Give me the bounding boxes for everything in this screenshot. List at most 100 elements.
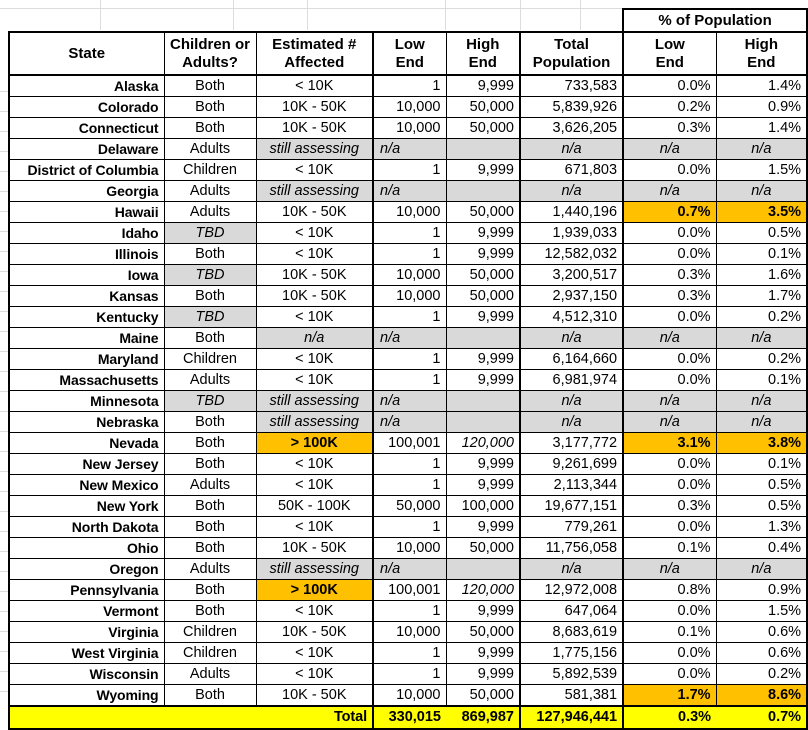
cell-high-end[interactable]: 9,999 [445, 306, 521, 328]
cell-estimated-affected[interactable]: n/a [255, 327, 374, 349]
cell-pct-low-end[interactable]: n/a [622, 411, 717, 433]
cell-state[interactable]: Maryland [8, 348, 165, 370]
cell-pct-low-end[interactable]: 0.0% [622, 600, 717, 622]
cell-estimated-affected[interactable]: 10K - 50K [255, 201, 374, 223]
col-header-pct-low-end[interactable]: Low End [622, 31, 717, 76]
cell-pct-high-end[interactable]: n/a [715, 411, 808, 433]
cell-estimated-affected[interactable]: 10K - 50K [255, 264, 374, 286]
cell-estimated-affected[interactable]: < 10K [255, 474, 374, 496]
cell-children-or-adults[interactable]: Both [163, 453, 257, 475]
cell-estimated-affected[interactable]: > 100K [255, 579, 374, 601]
col-header-estimated-affected[interactable]: Estimated # Affected [255, 31, 374, 76]
cell-state[interactable]: Wisconsin [8, 663, 165, 685]
cell-low-end[interactable]: n/a [372, 327, 447, 349]
cell-state[interactable]: Idaho [8, 222, 165, 244]
cell-pct-low-end[interactable]: 3.1% [622, 432, 717, 454]
cell-children-or-adults[interactable]: Adults [163, 138, 257, 160]
cell-high-end[interactable] [445, 390, 521, 412]
cell-children-or-adults[interactable]: Children [163, 642, 257, 664]
cell-pct-high-end[interactable]: 3.5% [715, 201, 808, 223]
cell-pct-high-end[interactable]: 0.1% [715, 243, 808, 265]
cell-total-population[interactable]: 2,113,344 [519, 474, 625, 496]
cell-children-or-adults[interactable]: Both [163, 432, 257, 454]
cell-children-or-adults[interactable]: Adults [163, 201, 257, 223]
cell-low-end[interactable]: 1 [372, 369, 447, 391]
cell-pct-high-end[interactable]: n/a [715, 558, 808, 580]
cell-pct-low-end[interactable]: 0.0% [622, 348, 717, 370]
cell-total-population[interactable]: 8,683,619 [519, 621, 625, 643]
cell-pct-high-end[interactable]: 0.5% [715, 495, 808, 517]
cell-pct-low-end[interactable]: 0.0% [622, 474, 717, 496]
cell-pct-high-end[interactable]: 0.5% [715, 474, 808, 496]
cell-children-or-adults[interactable]: Both [163, 600, 257, 622]
cell-children-or-adults[interactable]: Both [163, 495, 257, 517]
cell-pct-low-end[interactable]: n/a [622, 180, 717, 202]
cell-estimated-affected[interactable]: 50K - 100K [255, 495, 374, 517]
cell-pct-high-end[interactable]: n/a [715, 390, 808, 412]
cell-pct-low-end[interactable]: 0.0% [622, 159, 717, 181]
cell-pct-high-end[interactable]: 8.6% [715, 684, 808, 707]
cell-total-population[interactable]: 9,261,699 [519, 453, 625, 475]
cell-children-or-adults[interactable]: Adults [163, 474, 257, 496]
cell-total-population[interactable]: n/a [519, 327, 625, 349]
cell-high-end[interactable]: 50,000 [445, 537, 521, 559]
cell-high-end[interactable]: 50,000 [445, 621, 521, 643]
cell-total-population[interactable]: 5,892,539 [519, 663, 625, 685]
col-header-low-end[interactable]: Low End [372, 31, 447, 76]
cell-high-end[interactable]: 9,999 [445, 243, 521, 265]
cell-pct-low-end[interactable]: 0.0% [622, 243, 717, 265]
cell-low-end[interactable]: n/a [372, 138, 447, 160]
cell-low-end[interactable]: 10,000 [372, 117, 447, 139]
cell-children-or-adults[interactable]: Both [163, 327, 257, 349]
cell-pct-high-end[interactable]: 0.6% [715, 642, 808, 664]
total-high-end[interactable]: 869,987 [446, 705, 521, 730]
cell-pct-low-end[interactable]: 0.0% [622, 369, 717, 391]
cell-state[interactable]: Minnesota [8, 390, 165, 412]
cell-children-or-adults[interactable]: Both [163, 117, 257, 139]
cell-state[interactable]: Oregon [8, 558, 165, 580]
cell-low-end[interactable]: 1 [372, 600, 447, 622]
cell-low-end[interactable]: 1 [372, 642, 447, 664]
cell-state[interactable]: Connecticut [8, 117, 165, 139]
cell-pct-low-end[interactable]: 0.7% [622, 201, 717, 223]
cell-high-end[interactable]: 9,999 [445, 74, 521, 97]
cell-low-end[interactable]: n/a [372, 390, 447, 412]
cell-high-end[interactable] [445, 558, 521, 580]
cell-estimated-affected[interactable]: < 10K [255, 74, 374, 97]
cell-high-end[interactable]: 50,000 [445, 684, 521, 707]
cell-total-population[interactable]: 733,583 [519, 74, 625, 97]
total-label[interactable]: Total [8, 705, 374, 730]
cell-estimated-affected[interactable]: 10K - 50K [255, 684, 374, 707]
cell-estimated-affected[interactable]: < 10K [255, 642, 374, 664]
cell-estimated-affected[interactable]: < 10K [255, 663, 374, 685]
cell-estimated-affected[interactable]: still assessing [255, 558, 374, 580]
cell-pct-high-end[interactable]: 0.2% [715, 306, 808, 328]
cell-children-or-adults[interactable]: Adults [163, 663, 257, 685]
cell-high-end[interactable]: 50,000 [445, 264, 521, 286]
cell-high-end[interactable]: 120,000 [445, 579, 521, 601]
cell-estimated-affected[interactable]: < 10K [255, 348, 374, 370]
cell-total-population[interactable]: 11,756,058 [519, 537, 625, 559]
cell-estimated-affected[interactable]: < 10K [255, 159, 374, 181]
col-header-pct-high-end[interactable]: High End [715, 31, 808, 76]
cell-state[interactable]: Kansas [8, 285, 165, 307]
cell-state[interactable]: Colorado [8, 96, 165, 118]
cell-state[interactable]: District of Columbia [8, 159, 165, 181]
cell-high-end[interactable]: 9,999 [445, 159, 521, 181]
cell-total-population[interactable]: n/a [519, 411, 625, 433]
cell-total-population[interactable]: 3,177,772 [519, 432, 625, 454]
cell-low-end[interactable]: n/a [372, 180, 447, 202]
cell-estimated-affected[interactable]: still assessing [255, 138, 374, 160]
cell-estimated-affected[interactable]: < 10K [255, 222, 374, 244]
cell-low-end[interactable]: 1 [372, 222, 447, 244]
cell-estimated-affected[interactable]: > 100K [255, 432, 374, 454]
cell-high-end[interactable]: 9,999 [445, 516, 521, 538]
cell-pct-low-end[interactable]: 1.7% [622, 684, 717, 707]
cell-estimated-affected[interactable]: still assessing [255, 390, 374, 412]
cell-total-population[interactable]: n/a [519, 558, 625, 580]
cell-state[interactable]: Maine [8, 327, 165, 349]
col-header-high-end[interactable]: High End [445, 31, 521, 76]
cell-pct-low-end[interactable]: 0.8% [622, 579, 717, 601]
cell-pct-high-end[interactable]: 1.5% [715, 159, 808, 181]
cell-state[interactable]: Ohio [8, 537, 165, 559]
